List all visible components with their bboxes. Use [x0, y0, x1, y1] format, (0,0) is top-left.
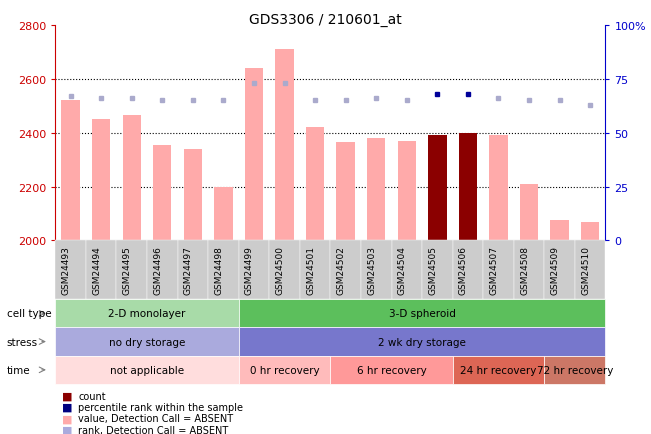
Bar [398, 141, 416, 241]
Bar [92, 120, 110, 241]
Text: GSM24506: GSM24506 [459, 246, 468, 295]
Text: 2-D monolayer: 2-D monolayer [108, 309, 186, 319]
Text: ■: ■ [62, 414, 72, 423]
Text: GSM24495: GSM24495 [123, 246, 132, 295]
Text: rank, Detection Call = ABSENT: rank, Detection Call = ABSENT [78, 425, 229, 434]
Text: GSM24505: GSM24505 [428, 246, 437, 295]
Text: GSM24504: GSM24504 [398, 246, 407, 295]
Text: GSM24507: GSM24507 [490, 246, 499, 295]
Text: not applicable: not applicable [110, 365, 184, 375]
Text: value, Detection Call = ABSENT: value, Detection Call = ABSENT [78, 414, 233, 423]
Bar [520, 184, 538, 241]
Text: GSM24496: GSM24496 [153, 246, 162, 295]
Bar [61, 101, 80, 241]
Bar [214, 187, 232, 241]
Text: GSM24500: GSM24500 [275, 246, 284, 295]
Bar [581, 222, 600, 241]
Bar [459, 133, 477, 241]
Text: 2 wk dry storage: 2 wk dry storage [378, 337, 466, 347]
Text: 72 hr recovery: 72 hr recovery [536, 365, 613, 375]
Text: GSM24502: GSM24502 [337, 246, 346, 295]
Bar [153, 145, 171, 241]
Text: stress: stress [7, 337, 38, 347]
Text: GSM24498: GSM24498 [214, 246, 223, 295]
Text: ■: ■ [62, 425, 72, 434]
Text: no dry storage: no dry storage [109, 337, 185, 347]
Text: 6 hr recovery: 6 hr recovery [357, 365, 426, 375]
Bar [245, 69, 263, 241]
Text: time: time [7, 365, 30, 375]
Text: 3-D spheroid: 3-D spheroid [389, 309, 456, 319]
Bar [428, 136, 447, 241]
Bar [550, 221, 569, 241]
Bar [367, 139, 385, 241]
Bar [306, 128, 324, 241]
Bar [337, 143, 355, 241]
Text: GSM24493: GSM24493 [62, 246, 70, 295]
Text: GSM24494: GSM24494 [92, 246, 101, 295]
Text: GSM24497: GSM24497 [184, 246, 193, 295]
Text: GSM24508: GSM24508 [520, 246, 529, 295]
Bar [184, 150, 202, 241]
Text: GSM24499: GSM24499 [245, 246, 254, 295]
Text: GSM24501: GSM24501 [306, 246, 315, 295]
Bar [490, 136, 508, 241]
Text: GSM24503: GSM24503 [367, 246, 376, 295]
Text: cell type: cell type [7, 309, 51, 319]
Text: GDS3306 / 210601_at: GDS3306 / 210601_at [249, 13, 402, 27]
Text: percentile rank within the sample: percentile rank within the sample [78, 402, 243, 412]
Text: ■: ■ [62, 402, 72, 412]
Text: ■: ■ [62, 391, 72, 401]
Bar [275, 50, 294, 241]
Text: count: count [78, 391, 105, 401]
Bar [122, 116, 141, 241]
Text: 24 hr recovery: 24 hr recovery [460, 365, 536, 375]
Text: GSM24510: GSM24510 [581, 246, 590, 295]
Text: 0 hr recovery: 0 hr recovery [250, 365, 320, 375]
Text: GSM24509: GSM24509 [551, 246, 560, 295]
